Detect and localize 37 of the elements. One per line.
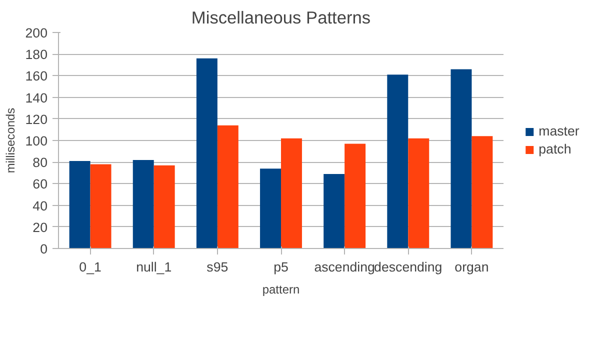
bar [260, 168, 281, 248]
bar [408, 138, 430, 248]
bar [387, 74, 408, 248]
bar [196, 58, 218, 248]
y-tick-label: 20 [32, 220, 48, 235]
y-axis-title: milliseconds [3, 108, 18, 174]
bar [132, 160, 154, 248]
y-tick-label: 40 [32, 198, 48, 214]
x-tick-label: organ [454, 260, 489, 274]
x-tick-label: ascending [314, 260, 375, 274]
bar [154, 165, 175, 248]
bar [344, 144, 366, 248]
legend-label: master [538, 124, 580, 138]
bar [90, 164, 112, 248]
bar [217, 125, 238, 248]
y-tick-label: 140 [25, 90, 48, 106]
x-axis-title: pattern [262, 282, 300, 296]
bar [324, 174, 345, 248]
bar [450, 69, 472, 248]
y-tick-label: 120 [25, 112, 48, 127]
y-tick-label: 60 [32, 176, 48, 192]
y-tick-label: 180 [25, 47, 48, 62]
bar [69, 161, 90, 248]
x-tick-label: s95 [206, 260, 228, 274]
x-tick-label: 0_1 [79, 260, 102, 274]
legend-label: patch [538, 142, 572, 156]
y-tick-label: 100 [25, 134, 48, 148]
y-tick-label: 0 [40, 242, 48, 256]
x-tick-label: descending [374, 260, 442, 274]
x-tick-label: p5 [274, 260, 288, 274]
chart-title: Miscellaneous Patterns [191, 8, 371, 28]
y-tick-label: 160 [25, 68, 48, 84]
bar [472, 136, 493, 248]
y-tick-label: 80 [32, 155, 48, 170]
y-tick-label: 200 [25, 26, 48, 40]
x-tick-label: null_1 [136, 260, 172, 274]
bar [281, 138, 302, 248]
